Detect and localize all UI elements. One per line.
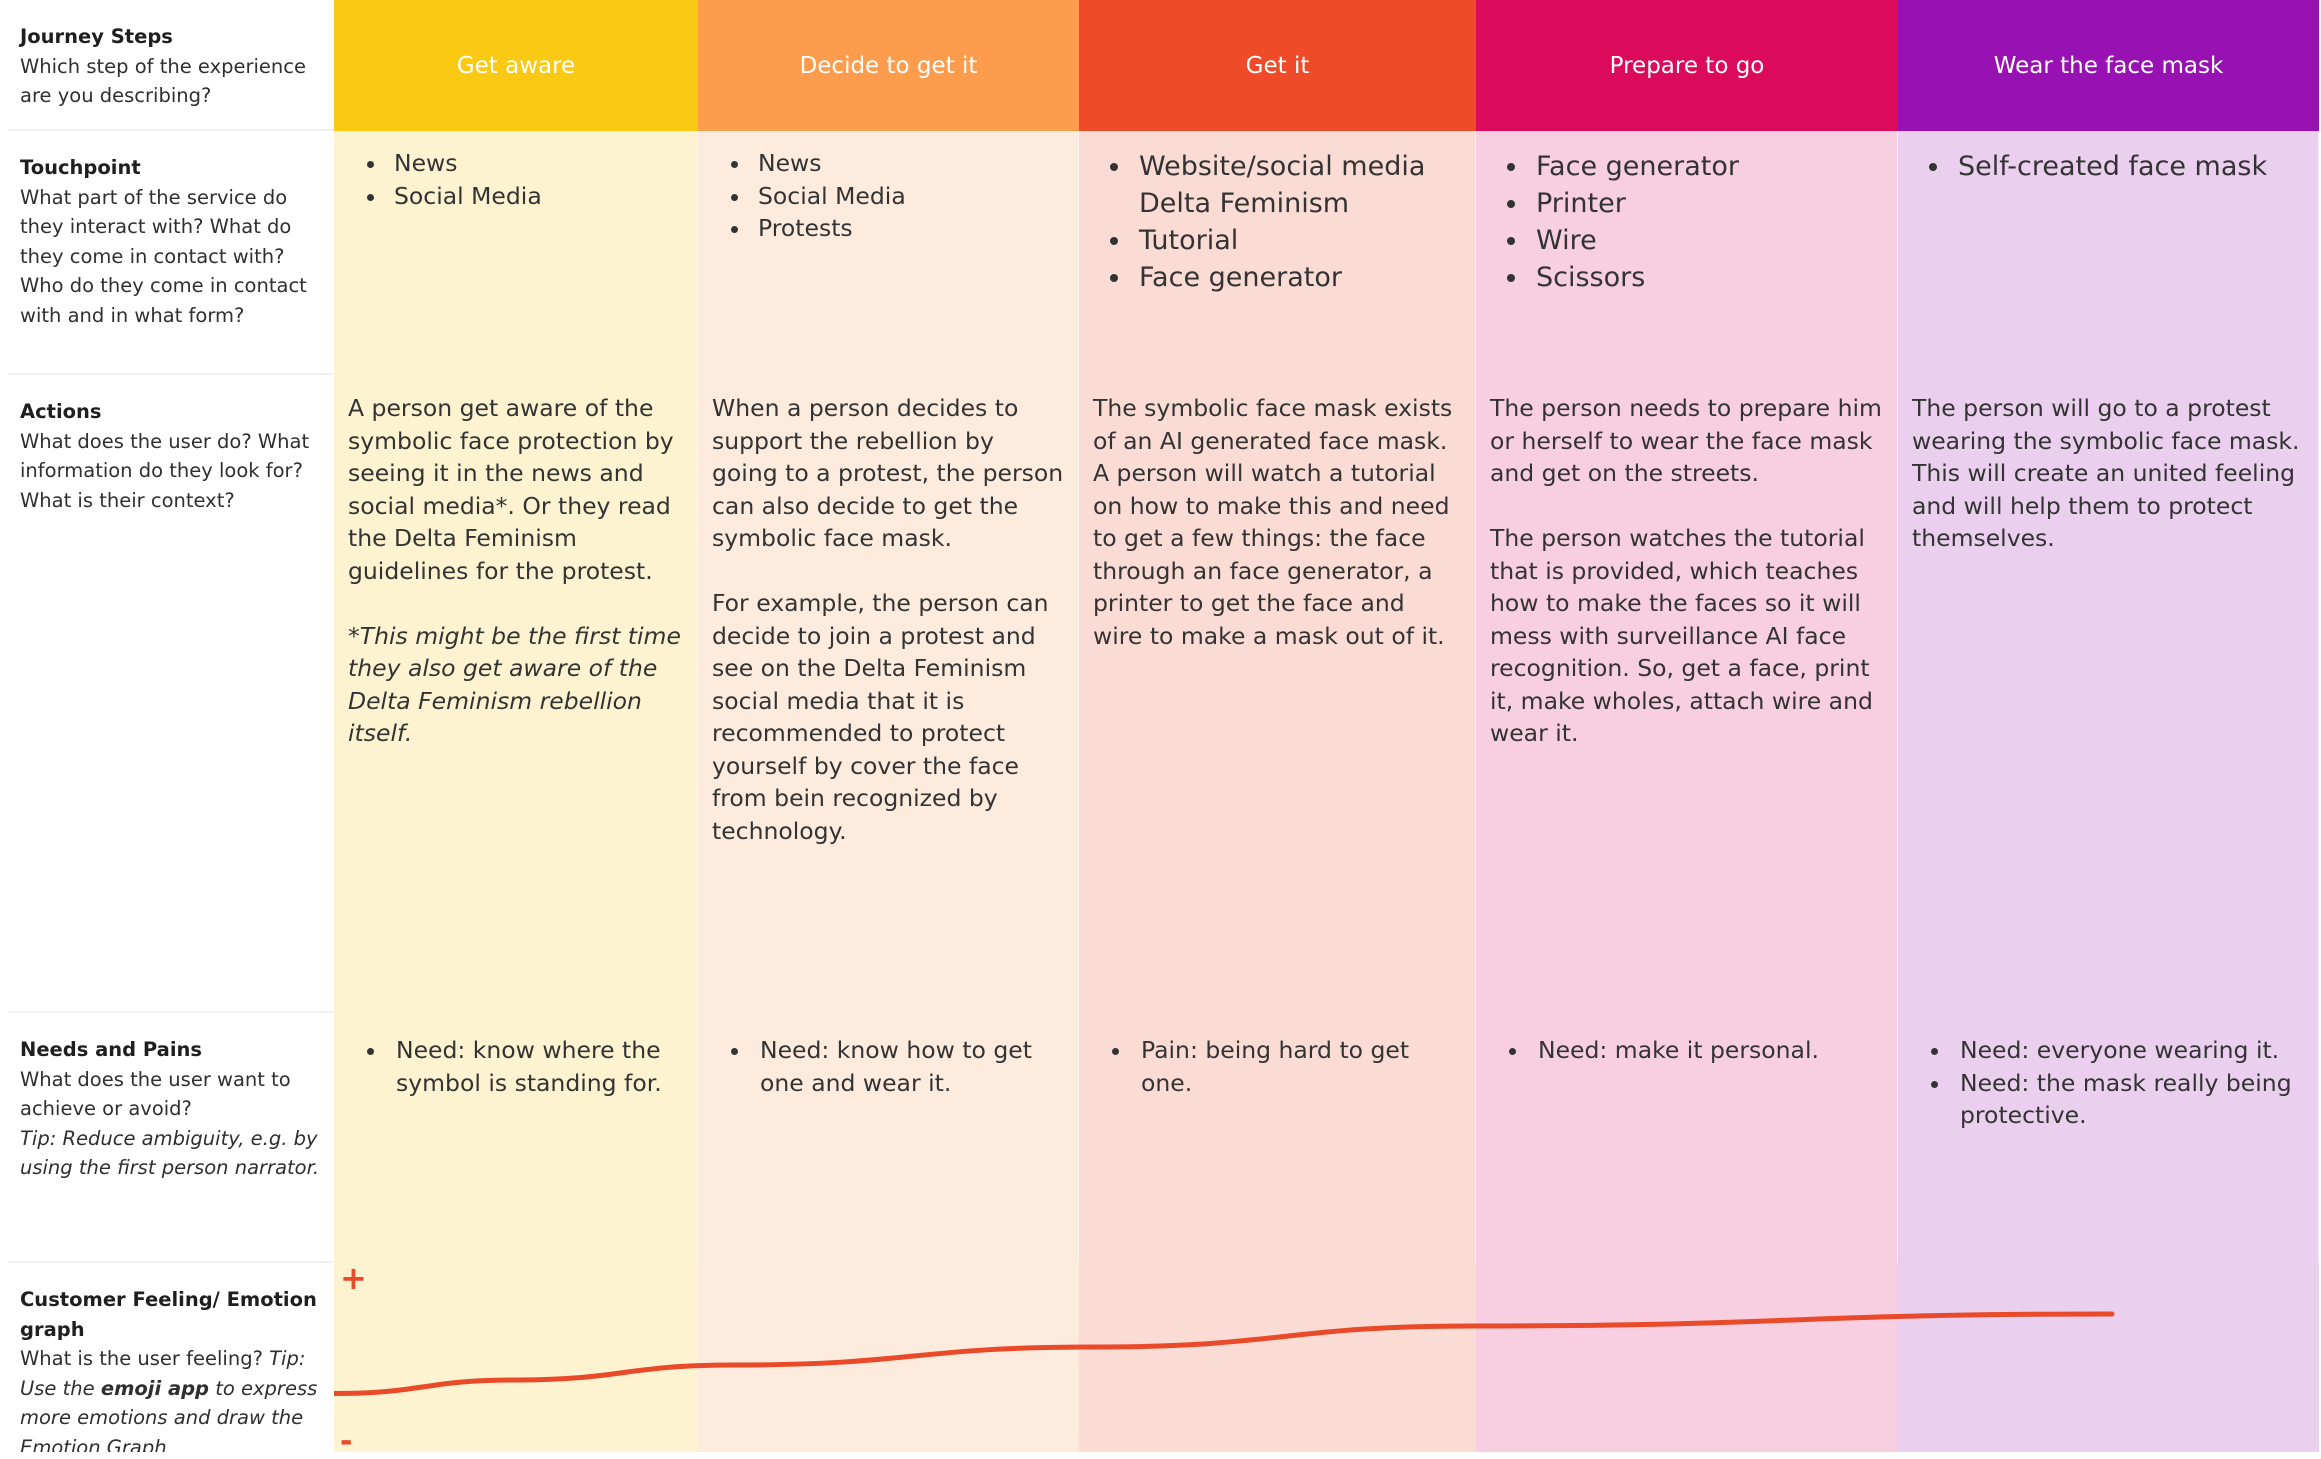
tip-prefix: Tip: Use the	[20, 1347, 306, 1400]
action-text: The person will go to a protest wearing …	[1912, 394, 2300, 552]
actions-label: Actions What does the user do? What info…	[8, 375, 334, 1013]
step-title: Get it	[1245, 52, 1310, 79]
row-question: What does the user do? What information …	[20, 429, 310, 512]
touchpoint-cell: Self-created face mask	[1898, 131, 2319, 375]
needs-cell: Need: know where the symbol is standing …	[334, 1013, 698, 1263]
step-title: Prepare to go	[1609, 52, 1765, 79]
row-title: Touchpoint	[20, 156, 141, 179]
action-note: *This might be the first time they also …	[348, 621, 681, 748]
action-text: When a person decides to support the reb…	[712, 394, 1064, 552]
emotion-cell	[1476, 1263, 1898, 1452]
tip-text: Tip: Reduce ambiguity, e.g. by using the…	[20, 1126, 320, 1180]
emoji-app-link[interactable]: emoji app	[100, 1376, 210, 1400]
list-item: Need: the mask really being protective.	[1952, 1067, 2304, 1132]
step-title: Wear the face mask	[1993, 52, 2224, 79]
action-text: For example, the person can decide to jo…	[712, 589, 1049, 845]
needs-cell: Need: know how to get one and wear it.	[698, 1013, 1079, 1263]
list-item: Need: know where the symbol is standing …	[388, 1034, 683, 1099]
actions-cell: The person needs to prepare him or herse…	[1476, 375, 1898, 1013]
needs-cell: Pain: being hard to get one.	[1079, 1013, 1476, 1263]
negative-marker: -	[340, 1424, 353, 1459]
list-item: Wire	[1530, 222, 1883, 259]
list-item: Printer	[1530, 185, 1883, 222]
list-item: Social Media	[752, 180, 1064, 213]
list-item: Website/social media Delta Feminism	[1133, 148, 1461, 222]
list-item: Face generator	[1133, 259, 1461, 296]
list-item: Need: make it personal.	[1530, 1034, 1883, 1067]
positive-marker: +	[340, 1259, 367, 1297]
list-item: News	[752, 147, 1064, 180]
emotion-cell	[1898, 1263, 2319, 1452]
customer-feeling-label: Customer Feeling/ Emotion graph What is …	[8, 1263, 334, 1452]
needs-pains-label: Needs and Pains What does the user want …	[8, 1013, 334, 1263]
row-title: Needs and Pains	[20, 1038, 203, 1061]
list-item: Self-created face mask	[1952, 148, 2304, 185]
journey-steps-label: Journey Steps Which step of the experien…	[8, 0, 334, 131]
row-title: Actions	[20, 400, 102, 423]
action-text: A person get aware of the symbolic face …	[348, 394, 674, 585]
list-item: Need: everyone wearing it.	[1952, 1034, 2304, 1067]
row-question: What does the user want to achieve or av…	[20, 1067, 291, 1121]
needs-cell: Need: make it personal.	[1476, 1013, 1898, 1263]
question-text: What is the user feeling?	[20, 1347, 263, 1370]
row-question: What part of the service do they interac…	[20, 185, 307, 327]
touchpoint-label: Touchpoint What part of the service do t…	[8, 131, 334, 375]
step-header: Get aware	[334, 0, 698, 131]
step-header: Wear the face mask	[1898, 0, 2319, 131]
emotion-cell	[334, 1263, 698, 1452]
list-item: Tutorial	[1133, 222, 1461, 259]
row-question: Which step of the experience are you des…	[20, 54, 306, 108]
action-text: The symbolic face mask exists of an AI g…	[1093, 394, 1453, 650]
row-tip: Tip: Reduce ambiguity, e.g. by using the…	[20, 1124, 322, 1183]
action-text: The person watches the tutorial that is …	[1490, 524, 1873, 747]
list-item: Face generator	[1530, 148, 1883, 185]
step-header: Prepare to go	[1476, 0, 1898, 131]
actions-cell: The symbolic face mask exists of an AI g…	[1079, 375, 1476, 1013]
actions-cell: A person get aware of the symbolic face …	[334, 375, 698, 1013]
touchpoint-cell: News Social Media Protests	[698, 131, 1079, 375]
list-item: Pain: being hard to get one.	[1133, 1034, 1461, 1099]
row-title: Customer Feeling/ Emotion graph	[20, 1288, 317, 1341]
actions-cell: When a person decides to support the reb…	[698, 375, 1079, 1013]
tip-suffix: to express more emotions and draw the Em…	[20, 1376, 318, 1453]
touchpoint-cell: News Social Media	[334, 131, 698, 375]
row-question: What is the user feeling? Tip: Use the e…	[20, 1344, 322, 1452]
actions-cell: The person will go to a protest wearing …	[1898, 375, 2319, 1013]
row-title: Journey Steps	[20, 25, 173, 48]
list-item: Social Media	[388, 180, 683, 213]
list-item: News	[388, 147, 683, 180]
touchpoint-cell: Website/social media Delta Feminism Tuto…	[1079, 131, 1476, 375]
list-item: Need: know how to get one and wear it.	[752, 1034, 1064, 1099]
emotion-cell	[1079, 1263, 1476, 1452]
action-text: The person needs to prepare him or herse…	[1490, 394, 1882, 487]
touchpoint-cell: Face generator Printer Wire Scissors	[1476, 131, 1898, 375]
step-title: Get aware	[456, 52, 576, 79]
list-item: Protests	[752, 212, 1064, 245]
emotion-graph	[334, 1311, 2115, 1396]
emotion-line	[334, 1311, 2115, 1396]
list-item: Scissors	[1530, 259, 1883, 296]
step-header: Get it	[1079, 0, 1476, 131]
step-header: Decide to get it	[698, 0, 1079, 131]
step-title: Decide to get it	[799, 52, 978, 79]
needs-cell: Need: everyone wearing it. Need: the mas…	[1898, 1013, 2319, 1263]
